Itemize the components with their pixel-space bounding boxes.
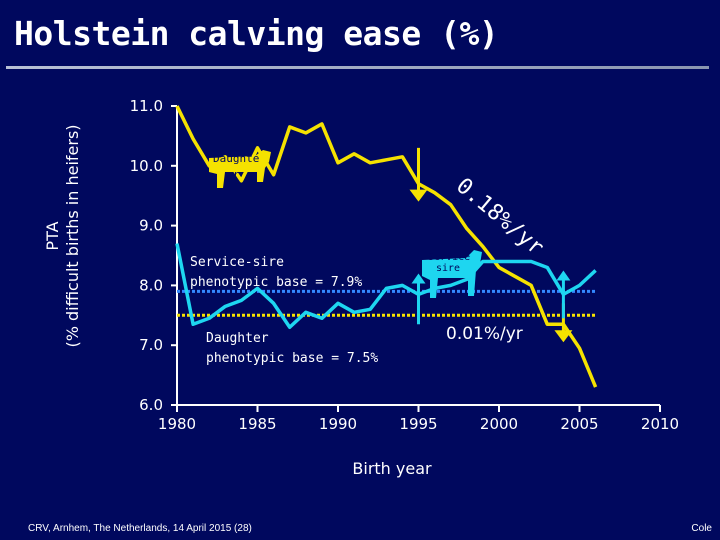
title-divider [6, 66, 709, 69]
service-sire-series-line [175, 243, 597, 330]
x-tick-label: 2000 [480, 415, 518, 433]
footer-author: Cole [691, 523, 712, 534]
cow-daughter-icon: Daughte r [209, 150, 271, 188]
x-tick-label: 1995 [399, 415, 437, 433]
axes: 6.0 7.0 8.0 9.0 10.0 11.0 1980 1985 1990 1995 2000… [43, 97, 679, 478]
x-tick-label: 1980 [158, 415, 196, 433]
daughter-base-note-line1: Daughter [206, 331, 269, 346]
annotations: DaughterServicesire0.18%/yr0.01%/yrServi… [190, 150, 548, 366]
up-arrow-3-head [556, 270, 571, 281]
y-tick-label: 6.0 [139, 396, 163, 414]
x-tick-label: 1985 [238, 415, 276, 433]
trend-markers [409, 147, 573, 343]
down-arrow-1-head [554, 330, 573, 343]
daughter-badge-label: Daughte [213, 152, 259, 165]
y-tick-label: 10.0 [130, 157, 163, 175]
cow-service-sire-shape [422, 250, 482, 298]
service-sire-base-note-line1: Service-sire [190, 255, 284, 270]
service-sire-badge-label-cont: sire [436, 263, 460, 274]
x-tick-label: 2005 [560, 415, 598, 433]
y-tick-label: 11.0 [130, 97, 163, 115]
daughter-base-note-line2: phenotypic base = 7.5% [206, 351, 378, 366]
daughter-badge-label-cont: r [233, 168, 240, 181]
x-tick-label: 1990 [319, 415, 357, 433]
service-sire-trend-label: 0.01%/yr [446, 324, 523, 344]
reference-lines [177, 289, 596, 317]
daughter-trend-label: 0.18%/yr [451, 173, 548, 260]
service-sire-base-note-line2: phenotypic base = 7.9% [190, 275, 362, 290]
y-axis-title: PTA [43, 221, 62, 250]
x-axis-title: Birth year [352, 459, 432, 478]
y-tick-label: 9.0 [139, 217, 163, 235]
up-arrow-2-head [411, 273, 426, 284]
y-tick-label: 8.0 [139, 276, 163, 294]
y-axis-subtitle: (% difficult births in heifers) [63, 124, 82, 347]
page-title: Holstein calving ease (%) [14, 14, 499, 53]
footer-citation: CRV, Arnhem, The Netherlands, 14 April 2… [28, 523, 252, 534]
down-arrow-0-head [409, 189, 428, 202]
x-tick-label: 2010 [641, 415, 679, 433]
cow-daughter-shape [209, 150, 271, 188]
service-sire-badge-label: Service [428, 252, 470, 263]
y-tick-label: 7.0 [139, 336, 163, 354]
